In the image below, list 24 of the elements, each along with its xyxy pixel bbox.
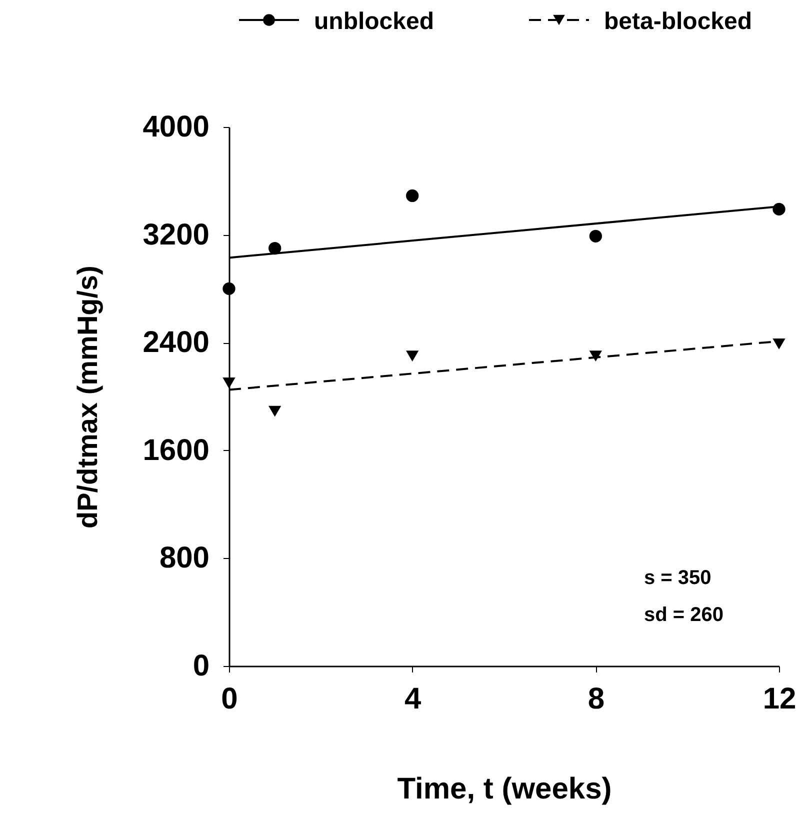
point [406,350,419,362]
y-tick-label: 2400 [142,326,210,360]
point [406,189,419,202]
x-tick-label: 8 [588,682,605,716]
point [222,282,236,296]
annotation: s = 350 [644,567,712,589]
legend-label: beta-blocked [604,8,752,35]
annotation: sd = 260 [644,604,724,626]
y-axis-title: dP/dtmax (mmHg/s) [72,266,103,528]
y-tick-label: 1600 [142,434,210,467]
x-tick-label: 12 [762,682,796,716]
x-tick-label: 0 [221,682,238,716]
point [222,378,236,388]
y-tick-label: 4000 [142,110,210,144]
point [268,406,282,417]
x-axis-title: Time, t (weeks) [397,772,612,806]
y-tick-label: 3200 [142,218,210,252]
y-tick-label: 800 [159,542,210,575]
y-tick-label: 0 [192,650,210,682]
point [772,338,786,350]
point [589,230,602,242]
x-tick-label: 4 [404,682,422,716]
legend-label: unblocked [314,8,434,35]
point [772,202,786,216]
